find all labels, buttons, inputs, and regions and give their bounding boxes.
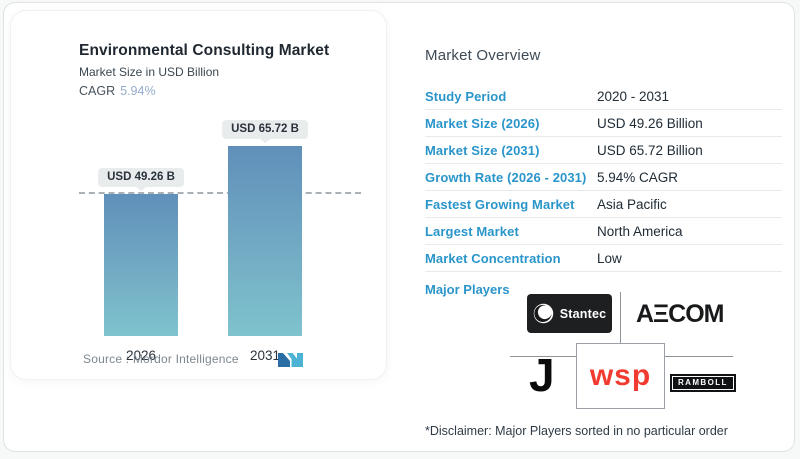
jacobs-logo: J (529, 349, 555, 401)
row-label: Study Period (425, 88, 507, 104)
aecom-logo: AΞCOM (636, 300, 724, 328)
row-value: 2020 - 2031 (597, 88, 670, 104)
major-players-label: Major Players (425, 282, 510, 297)
source-label: Source : (83, 352, 130, 366)
bar-2026 (104, 194, 178, 336)
stantec-wordmark: Stantec (559, 306, 607, 321)
x-axis-label-2026: 2026 (125, 348, 157, 363)
table-row-fastest-growing-market: Fastest Growing Market Asia Pacific (425, 191, 782, 218)
row-label: Largest Market (425, 223, 519, 239)
row-value: Asia Pacific (597, 196, 667, 212)
cagr-value: 5.94% (120, 84, 156, 98)
wsp-wordmark: wsp (589, 359, 652, 392)
table-row-growth-rate: Growth Rate (2026 - 2031) 5.94% CAGR (425, 164, 782, 191)
bar-value-badge-2031: USD 65.72 B (222, 120, 308, 139)
source-value: Mordor Intelligence (132, 352, 239, 366)
bar-value-badge-2026: USD 49.26 B (98, 168, 184, 187)
x-axis-label-2031: 2031 (249, 348, 281, 363)
stantec-logo: Stantec (527, 294, 612, 333)
bar-group-2026: USD 49.26 B 2026 (98, 121, 184, 363)
wsp-logo: wsp (576, 343, 665, 409)
mordor-intelligence-logo-icon (278, 353, 303, 367)
overview-title: Market Overview (425, 47, 541, 64)
table-row-market-concentration: Market Concentration Low (425, 245, 782, 272)
bar-2031 (228, 146, 302, 336)
row-value: 5.94% CAGR (597, 169, 679, 185)
row-value: USD 49.26 Billion (597, 115, 703, 131)
row-label: Growth Rate (2026 - 2031) (425, 169, 587, 185)
row-label: Market Size (2031) (425, 142, 540, 158)
bar-group-2031: USD 65.72 B 2031 (222, 120, 308, 363)
row-label: Fastest Growing Market (425, 196, 575, 212)
table-row-study-period: Study Period 2020 - 2031 (425, 83, 782, 110)
cagr-label: CAGR (79, 84, 116, 98)
chart-title: Environmental Consulting Market (79, 42, 330, 59)
reference-dashed-line (79, 192, 361, 194)
row-value: USD 65.72 Billion (597, 142, 703, 158)
stantec-swirl-icon (533, 303, 553, 324)
source-attribution: Source : Mordor Intelligence (83, 352, 239, 366)
disclaimer-text: *Disclaimer: Major Players sorted in no … (425, 424, 728, 438)
logo-divider-vertical (620, 292, 621, 343)
ramboll-logo: RAMBOLL (670, 374, 736, 392)
row-label: Market Concentration (425, 250, 561, 266)
bar-chart-plot: USD 49.26 B 2026 USD 65.72 B 2031 (79, 120, 361, 363)
overview-table: Study Period 2020 - 2031 Market Size (20… (425, 83, 782, 272)
ramboll-wordmark: RAMBOLL (672, 376, 734, 390)
row-label: Market Size (2026) (425, 115, 540, 131)
table-row-market-size-2026: Market Size (2026) USD 49.26 Billion (425, 110, 782, 137)
chart-header: Environmental Consulting Market Market S… (79, 42, 366, 98)
row-value: Low (597, 250, 622, 266)
table-row-market-size-2031: Market Size (2031) USD 65.72 Billion (425, 137, 782, 164)
cagr-row: CAGR 5.94% (79, 84, 366, 98)
row-value: North America (597, 223, 683, 239)
table-row-largest-market: Largest Market North America (425, 218, 782, 245)
market-size-chart-card: Environmental Consulting Market Market S… (10, 10, 387, 380)
chart-subtitle: Market Size in USD Billion (79, 65, 220, 79)
